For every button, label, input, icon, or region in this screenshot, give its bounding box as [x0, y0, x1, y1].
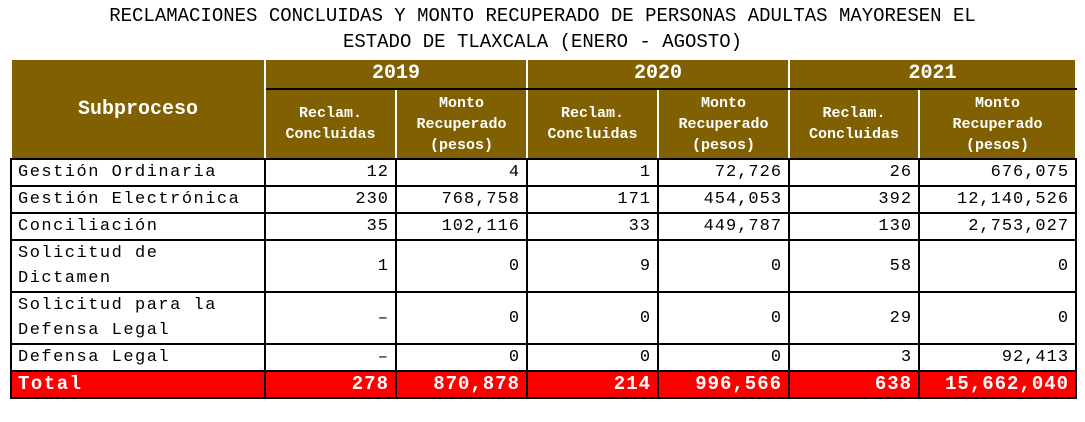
- reclam-cell: 1: [526, 158, 660, 187]
- row-name: Solicitud de Dictamen: [10, 239, 266, 293]
- monto-cell: 92,413: [918, 343, 1078, 372]
- reclam-cell: –: [264, 291, 397, 345]
- reclam-cell: 638: [788, 370, 921, 399]
- monto-cell: 12,140,526: [918, 185, 1078, 214]
- reclam-cell: 9: [526, 239, 660, 293]
- table-row: Conciliación 35 102,116 33 449,787 130 2,753,0…: [10, 212, 1078, 241]
- reclam-cell: 171: [526, 185, 660, 214]
- monto-cell: 996,566: [657, 370, 791, 399]
- monto-cell: 0: [657, 291, 791, 345]
- monto-cell: 676,075: [918, 158, 1078, 187]
- total-row: Total 278 870,878 214 996,566 638 15,662,040: [10, 370, 1078, 399]
- table-row: Defensa Legal –0 0 0 3 92,413: [10, 343, 1078, 372]
- monto-cell: 0: [657, 239, 791, 293]
- reclam-cell: 230: [264, 185, 397, 214]
- monto-cell: 15,662,040: [918, 370, 1078, 399]
- row-name: Gestión Electrónica: [10, 185, 266, 214]
- header-subproceso: Subproceso: [10, 58, 266, 160]
- table-row: Gestión Electrónica 230 768,758 171 454,053 3…: [10, 185, 1078, 214]
- reclam-cell: 130: [788, 212, 921, 241]
- header-reclam: Reclam. Concluidas: [788, 88, 921, 160]
- reclam-cell: 0: [526, 343, 660, 372]
- monto-cell: 102,116: [394, 212, 529, 241]
- monto-cell: 2,753,027: [918, 212, 1078, 241]
- reclam-cell: 3: [788, 343, 921, 372]
- monto-cell: 4: [394, 158, 529, 187]
- title-line-1: RECLAMACIONES CONCLUIDAS Y MONTO RECUPER…: [109, 5, 976, 27]
- monto-cell: 0: [394, 291, 529, 345]
- table-title: RECLAMACIONES CONCLUIDAS Y MONTO RECUPER…: [0, 3, 1085, 55]
- header-year: 2019: [263, 58, 529, 90]
- header-reclam: Reclam. Concluidas: [264, 88, 397, 160]
- monto-cell: 870,878: [394, 370, 529, 399]
- title-line-2: ESTADO DE TLAXCALA (ENERO - AGOSTO): [342, 31, 743, 53]
- row-name: Solicitud para la Defensa Legal: [10, 291, 266, 345]
- reclam-cell: 214: [526, 370, 660, 399]
- row-name: Gestión Ordinaria: [10, 158, 266, 187]
- monto-cell: 449,787: [657, 212, 791, 241]
- monto-cell: 0: [394, 239, 529, 293]
- reclam-cell: 0: [526, 291, 660, 345]
- data-table: Subproceso 2019 2020 2021 Reclam. Conclu…: [10, 58, 1078, 399]
- table-row: Solicitud para la Defensa Legal –0 0 0 29 0: [10, 291, 1078, 345]
- reclam-cell: 33: [526, 212, 660, 241]
- reclam-cell: 35: [264, 212, 397, 241]
- monto-cell: 768,758: [394, 185, 529, 214]
- header-year: 2020: [526, 58, 791, 90]
- header-monto: Monto Recuperado (pesos): [657, 88, 791, 160]
- header-monto: Monto Recuperado (pesos): [394, 88, 529, 160]
- reclam-cell: 12: [264, 158, 397, 187]
- header-monto: Monto Recuperado (pesos): [918, 88, 1078, 160]
- reclam-cell: 392: [788, 185, 921, 214]
- header-year: 2021: [788, 58, 1078, 90]
- monto-cell: 454,053: [657, 185, 791, 214]
- monto-cell: 0: [394, 343, 529, 372]
- row-name: Defensa Legal: [10, 343, 266, 372]
- monto-cell: 72,726: [657, 158, 791, 187]
- table-row: Solicitud de Dictamen 1 0 9 0 58 0: [10, 239, 1078, 293]
- header-reclam: Reclam. Concluidas: [526, 88, 660, 160]
- row-name: Conciliación: [10, 212, 266, 241]
- reclam-cell: 26: [788, 158, 921, 187]
- reclam-cell: –: [264, 343, 397, 372]
- monto-cell: 0: [918, 239, 1078, 293]
- reclam-cell: 1: [264, 239, 397, 293]
- reclam-cell: 278: [264, 370, 397, 399]
- reclam-cell: 29: [788, 291, 921, 345]
- row-name: Total: [10, 370, 266, 399]
- monto-cell: 0: [657, 343, 791, 372]
- table-row: Gestión Ordinaria 12 4 1 72,726 26 676,075: [10, 158, 1078, 187]
- reclam-cell: 58: [788, 239, 921, 293]
- monto-cell: 0: [918, 291, 1078, 345]
